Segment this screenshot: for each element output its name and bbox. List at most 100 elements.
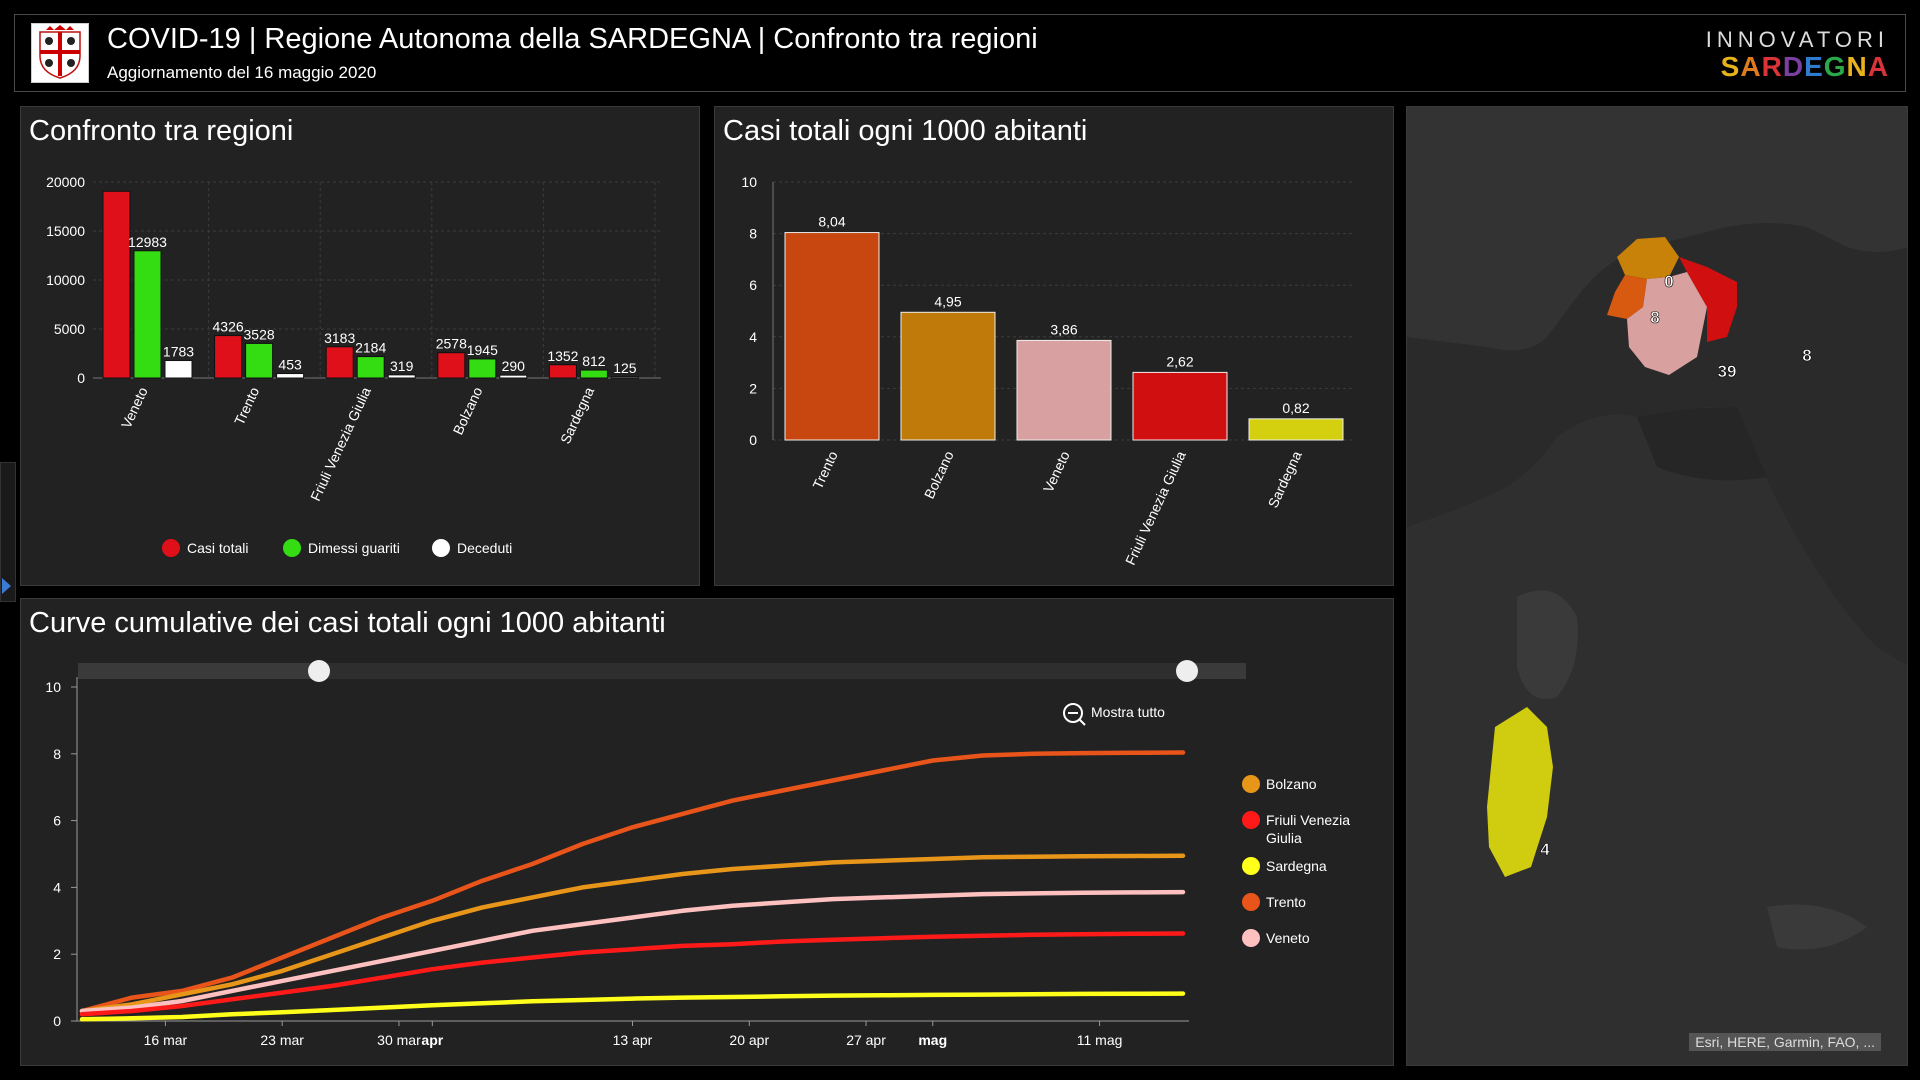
region-trento[interactable]	[1607, 275, 1647, 319]
category-label: Sardegna	[557, 384, 597, 446]
range-slider-handle[interactable]	[1176, 660, 1198, 682]
y-tick-label: 0	[53, 1013, 61, 1029]
bar-casi-totali	[325, 346, 354, 379]
map-panel[interactable]: 0 8 39 8 4 Esri, HERE, Garmin, FAO, ...	[1406, 106, 1908, 1066]
line-chart[interactable]: Mostra tutto 0 2 4 6 8 10 16 mar 23 mar 30 mar apr…	[21, 599, 1395, 1067]
map-label-bolzano: 0	[1664, 272, 1673, 291]
region-sardegna[interactable]	[1487, 707, 1553, 877]
zoom-out-icon[interactable]	[1063, 703, 1083, 723]
legend-label: Sardegna	[1266, 858, 1327, 874]
map-canvas[interactable]: 0 8 39 8 4	[1407, 107, 1908, 1066]
bar	[1016, 339, 1112, 441]
category-label: Veneto	[118, 384, 151, 430]
legend-label: Friuli Venezia	[1266, 812, 1350, 828]
x-tick-label: 20 apr	[729, 1032, 769, 1048]
brand-top: INNOVATORI	[1705, 27, 1889, 52]
bar-casi-totali	[548, 364, 577, 379]
bar-dimessi-guariti	[245, 342, 274, 379]
legend-label-cont: Giulia	[1266, 830, 1302, 846]
y-tick-label: 4	[749, 329, 757, 345]
bar	[784, 232, 880, 441]
y-tick-label: 20000	[46, 174, 85, 190]
category-label: Sardegna	[1265, 448, 1305, 510]
x-tick-label: 13 apr	[613, 1032, 653, 1048]
y-tick-label: 10000	[46, 272, 85, 288]
region-friuli[interactable]	[1679, 257, 1737, 342]
y-tick-label: 2	[749, 380, 757, 396]
panel-confronto-regioni: Confronto tra regioni 0 5000 10000 15000 200…	[20, 106, 700, 586]
legend-label: Casi totali	[187, 540, 248, 556]
data-label: 4326	[213, 319, 244, 335]
series-line-trento	[79, 750, 1186, 1014]
chevron-right-icon[interactable]	[2, 578, 11, 594]
bar-dimessi-guariti	[356, 356, 385, 379]
data-label: 3183	[324, 330, 355, 346]
bar-deceduti	[164, 360, 193, 379]
data-label: 290	[502, 358, 526, 374]
legend-swatch	[1242, 811, 1260, 829]
region-bolzano[interactable]	[1617, 237, 1679, 279]
bar-deceduti	[387, 374, 416, 379]
legend-label: Deceduti	[457, 540, 512, 556]
data-label: 2578	[436, 336, 467, 352]
y-tick-label: 10	[45, 679, 61, 695]
bar-deceduti	[610, 376, 639, 379]
legend-swatch	[432, 539, 450, 557]
y-tick-label: 5000	[54, 321, 85, 337]
bar	[900, 311, 996, 441]
side-panel-toggle[interactable]	[0, 462, 16, 602]
show-all-button[interactable]: Mostra tutto	[1091, 704, 1165, 720]
category-label: Trento	[809, 448, 840, 491]
x-tick-label: apr	[421, 1032, 443, 1048]
data-label: 2184	[355, 340, 386, 356]
legend-swatch	[162, 539, 180, 557]
category-label: Trento	[231, 384, 262, 427]
crest-icon	[39, 25, 81, 79]
page-title: COVID-19 | Regione Autonoma della SARDEG…	[107, 23, 1038, 55]
series-line-sardegna	[79, 991, 1186, 1022]
region-veneto[interactable]	[1627, 272, 1707, 375]
x-tick-label: 16 mar	[144, 1032, 188, 1048]
y-tick-label: 0	[749, 432, 757, 448]
legend-label: Dimessi guariti	[308, 540, 400, 556]
bar	[1248, 418, 1344, 441]
data-label: 1945	[467, 342, 498, 358]
bar-casi-totali	[437, 352, 466, 379]
bar-deceduti	[499, 374, 528, 379]
category-label: Friuli Venezia Giulia	[1122, 448, 1189, 567]
legend-swatch	[1242, 857, 1260, 875]
range-slider-handle[interactable]	[308, 660, 330, 682]
x-tick-label: 23 mar	[260, 1032, 304, 1048]
data-label: 1352	[547, 348, 578, 364]
range-slider-selection	[319, 663, 1187, 679]
data-label: 453	[278, 357, 302, 373]
legend-swatch	[1242, 929, 1260, 947]
bar-dimessi-guariti	[579, 369, 608, 379]
data-label: 0,82	[1282, 400, 1309, 416]
brand-letter: N	[1846, 51, 1868, 82]
x-tick-label: 30 mar	[377, 1032, 421, 1048]
category-label: Bolzano	[450, 384, 486, 437]
data-label: 3528	[244, 326, 275, 342]
data-label: 12983	[128, 234, 167, 250]
bar-casi-totali	[102, 190, 131, 379]
panel-casi-ogni-1000: Casi totali ogni 1000 abitanti 0 2 4 6 8 10 8,…	[714, 106, 1394, 586]
data-label: 812	[582, 353, 606, 369]
brand-letter: G	[1823, 51, 1847, 82]
panel-title: Confronto tra regioni	[29, 115, 294, 147]
legend-label: Veneto	[1266, 930, 1310, 946]
category-label: Bolzano	[921, 448, 957, 501]
y-tick-label: 6	[749, 277, 757, 293]
data-label: 1783	[163, 344, 194, 360]
map-attribution[interactable]: Esri, HERE, Garmin, FAO, ...	[1689, 1033, 1881, 1051]
category-label: Veneto	[1040, 448, 1073, 494]
legend-label: Trento	[1266, 894, 1306, 910]
bar-casi-totali	[214, 335, 243, 379]
brand-bottom: SARDEGNA	[1721, 51, 1889, 83]
panel-title: Curve cumulative dei casi totali ogni 10…	[29, 607, 666, 639]
brand-letter: A	[1867, 51, 1889, 82]
bar	[1132, 371, 1228, 441]
brand-letter: E	[1804, 51, 1824, 82]
y-tick-label: 6	[53, 813, 61, 829]
